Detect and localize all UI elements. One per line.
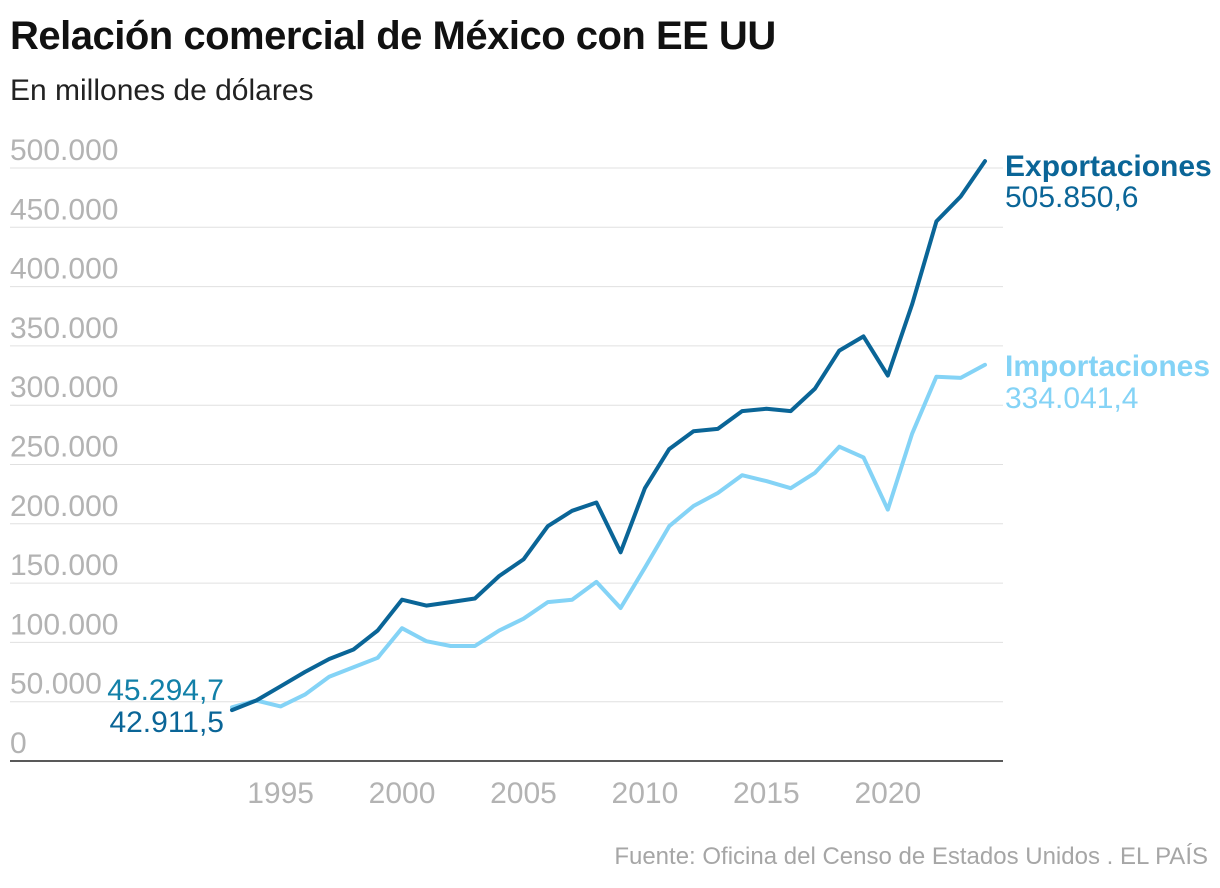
x-tick-label: 2005 (490, 777, 557, 810)
end-label-exportaciones: Exportaciones (1005, 150, 1212, 183)
chart-subtitle: En millones de dólares (10, 74, 314, 107)
y-tick-label: 300.000 (10, 371, 118, 404)
y-axis-ticks: 0 50.000 100.000 150.000 200.000 250.000 300.0… (10, 134, 118, 760)
end-value-exportaciones: 505.850,6 (1005, 181, 1138, 214)
x-tick-label: 1995 (247, 777, 314, 810)
series-line-importaciones (230, 362, 987, 710)
end-label-importaciones: Importaciones (1005, 350, 1210, 383)
chart-title: Relación comercial de México con EE UU (10, 14, 776, 58)
y-tick-label: 450.000 (10, 193, 118, 226)
y-tick-label: 500.000 (10, 134, 118, 167)
y-tick-label: 250.000 (10, 431, 118, 464)
y-tick-label: 100.000 (10, 608, 118, 641)
y-tick-label: 50.000 (10, 668, 102, 701)
x-tick-label: 2015 (733, 777, 800, 810)
end-value-importaciones: 334.041,4 (1005, 382, 1138, 415)
y-tick-label: 400.000 (10, 253, 118, 286)
x-tick-label: 2000 (369, 777, 436, 810)
y-tick-label: 150.000 (10, 549, 118, 582)
y-tick-label: 200.000 (10, 490, 118, 523)
series-lines (230, 159, 987, 713)
start-value-importaciones: 45.294,7 (107, 674, 224, 707)
series-line-exportaciones (230, 159, 987, 713)
start-value-exportaciones: 42.911,5 (109, 706, 224, 739)
x-tick-label: 2010 (612, 777, 679, 810)
y-tick-label: 0 (10, 727, 27, 760)
x-tick-label: 2020 (854, 777, 921, 810)
source-note: Fuente: Oficina del Censo de Estados Uni… (614, 843, 1208, 870)
gridlines (10, 167, 1003, 762)
x-axis-ticks: 1995 2000 2005 2010 2015 2020 (247, 777, 921, 810)
y-tick-label: 350.000 (10, 312, 118, 345)
